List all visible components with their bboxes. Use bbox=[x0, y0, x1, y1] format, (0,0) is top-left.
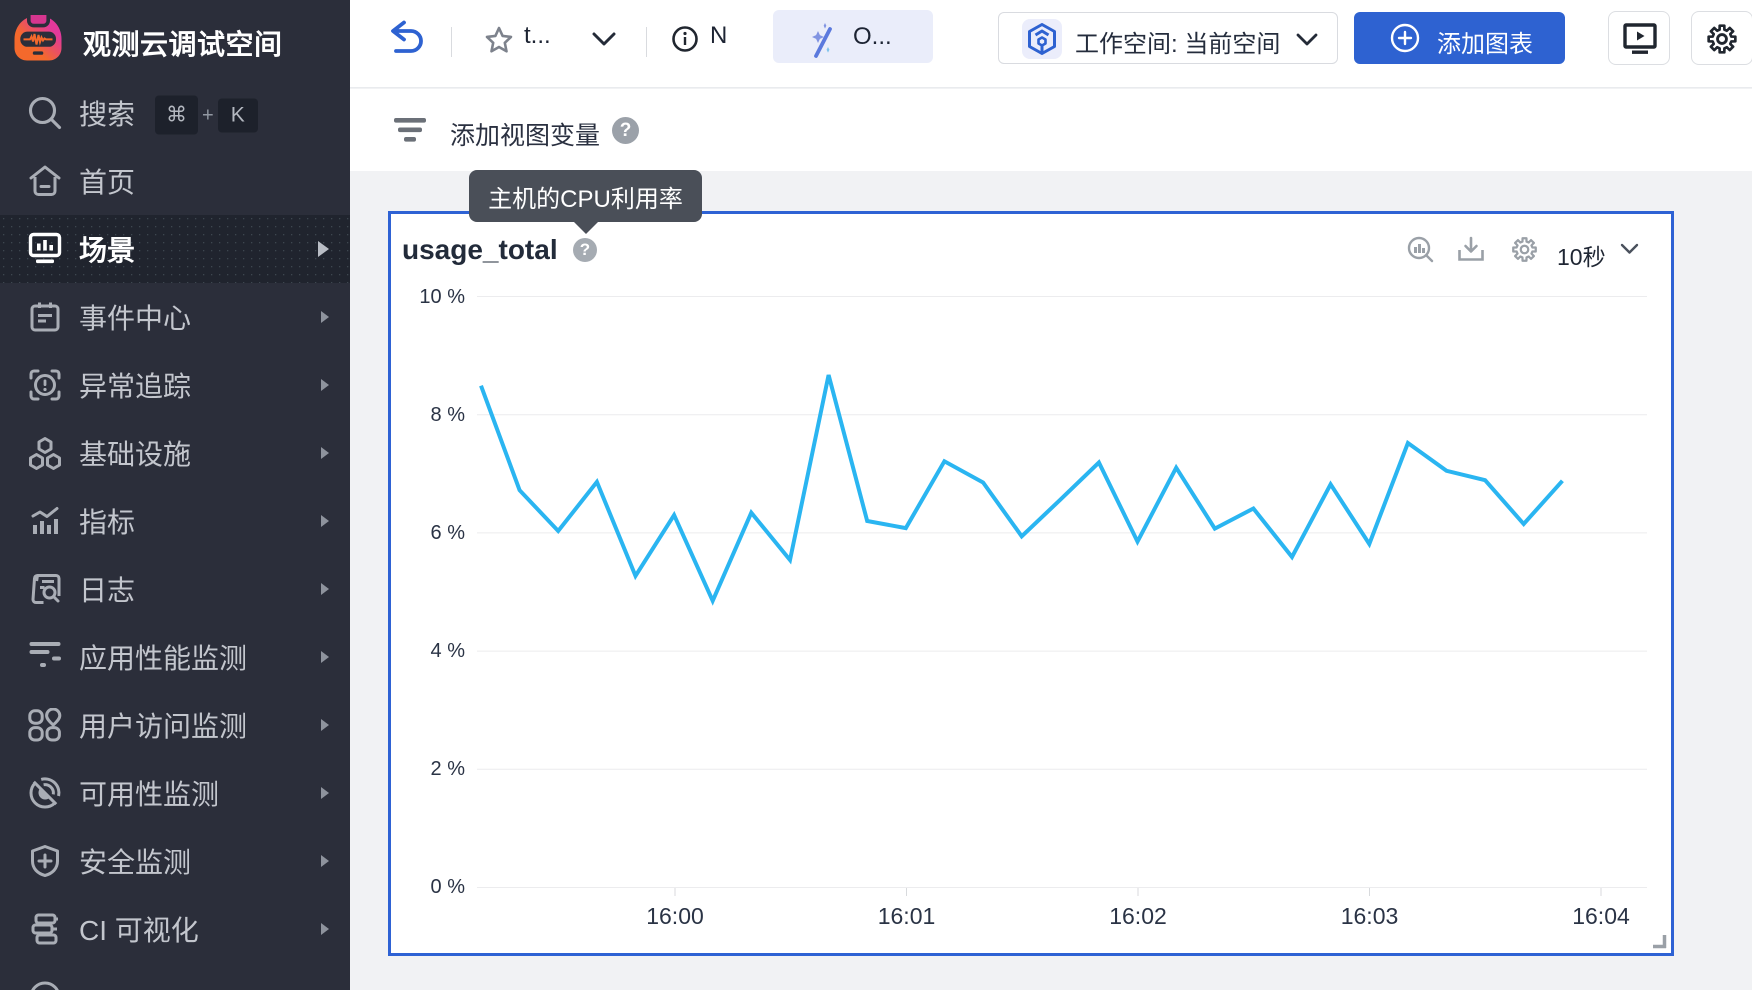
svg-text:16:04: 16:04 bbox=[1572, 903, 1630, 929]
svg-text:16:02: 16:02 bbox=[1109, 903, 1167, 929]
svg-text:16:00: 16:00 bbox=[646, 903, 704, 929]
svg-text:2 %: 2 % bbox=[431, 758, 466, 780]
svg-text:16:01: 16:01 bbox=[878, 903, 936, 929]
svg-text:4 %: 4 % bbox=[431, 640, 466, 662]
svg-text:0 %: 0 % bbox=[431, 876, 466, 898]
svg-text:6 %: 6 % bbox=[431, 522, 466, 544]
svg-text:10 %: 10 % bbox=[419, 286, 465, 308]
svg-text:16:03: 16:03 bbox=[1341, 903, 1399, 929]
svg-text:8 %: 8 % bbox=[431, 404, 466, 426]
